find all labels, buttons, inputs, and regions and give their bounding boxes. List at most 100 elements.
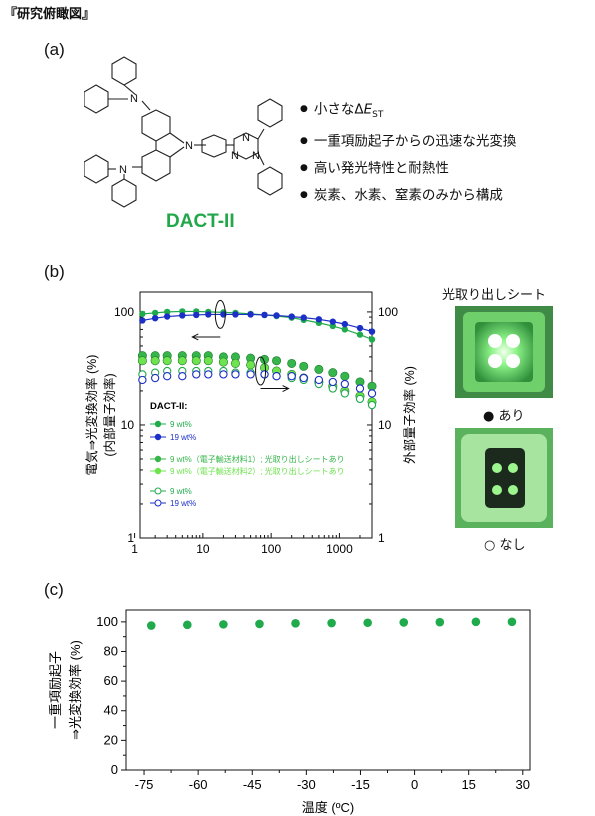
data-point bbox=[231, 370, 240, 379]
feature-item: ● 炭素、水素、窒素のみから構成 bbox=[300, 187, 503, 204]
x-axis-label: 温度 (ºC) bbox=[302, 800, 354, 815]
data-point bbox=[341, 320, 349, 328]
y-right-tick-label: 100 bbox=[378, 305, 398, 319]
data-point bbox=[367, 400, 377, 410]
arrow-ellipse bbox=[255, 356, 267, 386]
atom-label-n: N bbox=[242, 132, 250, 144]
legend-entry: 9 wt%（電子輸送材料2）; 光取り出しシートあり bbox=[170, 466, 345, 476]
data-point bbox=[230, 358, 240, 368]
data-point bbox=[247, 311, 254, 318]
series-1 bbox=[139, 311, 376, 335]
molecule-name: DACT-II bbox=[166, 211, 235, 232]
legend-entry: 9 wt% bbox=[170, 487, 192, 496]
data-point bbox=[260, 370, 269, 379]
data-point bbox=[327, 618, 336, 628]
data-point bbox=[193, 311, 200, 319]
x-tick-label: -75 bbox=[135, 777, 154, 792]
legend-marker bbox=[154, 487, 162, 495]
data-point bbox=[368, 328, 376, 335]
x-tick-label: 10 bbox=[196, 542, 210, 556]
data-point bbox=[246, 370, 255, 379]
data-point bbox=[150, 356, 160, 366]
y-tick-label: 40 bbox=[104, 703, 118, 718]
legend-marker bbox=[154, 433, 162, 441]
data-point bbox=[203, 356, 213, 366]
y-right-tick-label: 10 bbox=[378, 418, 392, 432]
data-point bbox=[356, 331, 364, 338]
data-point bbox=[507, 617, 517, 627]
data-point bbox=[246, 360, 256, 370]
legend-marker bbox=[154, 455, 162, 463]
x-tick-label: 100 bbox=[261, 542, 281, 556]
y-axis-label: 電気⇒光変換効率 (%) bbox=[84, 355, 99, 476]
data-point bbox=[341, 326, 349, 333]
photo-title: 光取り出しシート bbox=[442, 288, 547, 303]
series-line bbox=[142, 313, 373, 333]
data-point bbox=[288, 313, 295, 320]
bullet-dot: ● bbox=[300, 163, 308, 174]
y-axis-label-2: (内部量子効率) bbox=[102, 373, 117, 456]
data-point bbox=[163, 308, 171, 316]
data-point bbox=[299, 361, 309, 371]
bullet-dot: ● bbox=[300, 104, 308, 114]
oled-photo-without-sheet bbox=[455, 428, 553, 528]
data-point bbox=[183, 620, 192, 630]
data-point bbox=[368, 336, 376, 343]
data-point bbox=[218, 357, 228, 367]
feature-list: ● 小さなΔEST ● 一重項励起子からの迅速な光変換 ● 高い発光特性と耐熱性 ● 炭… bbox=[300, 96, 516, 209]
data-point bbox=[315, 316, 323, 323]
y-right-tick-label: 1 bbox=[378, 531, 385, 545]
atom-label-n: N bbox=[185, 140, 193, 152]
data-point bbox=[355, 384, 365, 393]
data-point bbox=[179, 312, 186, 319]
data-point bbox=[314, 375, 324, 385]
data-point bbox=[232, 311, 239, 318]
x-tick-label: 15 bbox=[461, 777, 475, 792]
data-point bbox=[272, 356, 282, 366]
data-point bbox=[340, 379, 349, 389]
data-point bbox=[192, 370, 201, 379]
data-point bbox=[291, 619, 300, 628]
carbazole-ring bbox=[141, 149, 171, 182]
y-tick-label: 80 bbox=[104, 643, 118, 658]
data-point bbox=[273, 312, 280, 319]
atom-label-n: N bbox=[252, 150, 260, 162]
arrow-head-left bbox=[191, 333, 199, 341]
data-point bbox=[178, 372, 187, 381]
data-point bbox=[219, 370, 228, 379]
arrow-head-right bbox=[282, 385, 290, 392]
phenyl-ring bbox=[201, 134, 227, 158]
data-point bbox=[287, 358, 297, 368]
data-point bbox=[328, 377, 337, 387]
data-point bbox=[363, 618, 372, 628]
chart-legend: DACT-II: 9 wt% 19 wt% 9 wt%（電子輸送材料1）; 光取り出し… bbox=[150, 401, 345, 508]
legend-entry: 9 wt% bbox=[170, 420, 192, 429]
data-point bbox=[139, 317, 146, 324]
data-point bbox=[163, 372, 172, 381]
data-point bbox=[287, 372, 296, 381]
data-point bbox=[300, 314, 307, 321]
data-point bbox=[355, 394, 365, 404]
phenyl-ring bbox=[257, 98, 283, 128]
legend-marker bbox=[154, 499, 162, 507]
data-point bbox=[399, 618, 409, 627]
series-5 bbox=[138, 370, 377, 398]
photo-off-caption: ○ なし bbox=[484, 538, 526, 553]
panel-b-label: (b) bbox=[44, 262, 65, 281]
y-tick-label: 100 bbox=[96, 614, 118, 629]
data-point bbox=[137, 356, 147, 366]
data-point bbox=[139, 310, 146, 318]
x-tick-label: 0 bbox=[411, 777, 418, 792]
data-point bbox=[205, 311, 212, 318]
phenyl-ring bbox=[257, 166, 283, 196]
phenyl-ring bbox=[84, 84, 109, 114]
data-point bbox=[340, 371, 350, 381]
data-point bbox=[367, 381, 377, 391]
data-point bbox=[328, 368, 338, 378]
plot-frame bbox=[125, 609, 531, 771]
data-point bbox=[261, 311, 268, 319]
y-tick-label: 0 bbox=[111, 762, 118, 777]
bullet-dot: ● bbox=[300, 189, 308, 200]
y-right-axis-label: 外部量子効率 (%) bbox=[402, 366, 417, 464]
phenyl-ring bbox=[111, 56, 137, 86]
